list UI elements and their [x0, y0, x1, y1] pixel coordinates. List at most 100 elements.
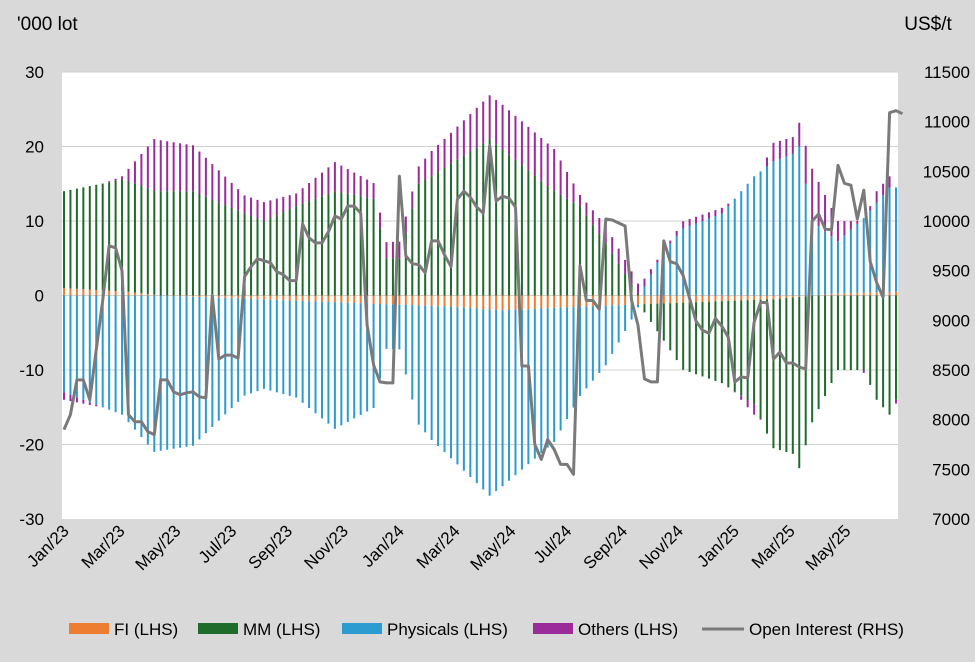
bar-physicals: [720, 213, 723, 296]
bar-physicals: [637, 304, 640, 308]
bar-mm: [353, 194, 356, 296]
bar-mm: [320, 196, 323, 296]
bar-fi: [643, 295, 646, 305]
bar-mm: [456, 159, 459, 296]
bar-fi: [669, 295, 672, 304]
bar-physicals: [108, 295, 111, 410]
bar-physicals: [282, 300, 285, 395]
bar-physicals: [462, 307, 465, 471]
bar-fi: [611, 295, 614, 306]
bar-fi: [82, 289, 85, 296]
bar-fi: [282, 295, 285, 301]
right-tick-label: 11500: [924, 63, 970, 82]
bar-mm: [262, 221, 265, 296]
bar-fi: [759, 295, 762, 300]
legend-item-mm[interactable]: MM (LHS): [198, 620, 320, 639]
bar-fi: [701, 295, 704, 302]
bar-physicals: [256, 299, 259, 392]
bar-others: [462, 120, 465, 156]
bar-others: [559, 160, 562, 195]
bar-physicals: [598, 305, 601, 373]
bar-mm: [230, 207, 233, 296]
bar-others: [288, 195, 291, 210]
bar-fi: [843, 293, 846, 296]
bar-fi: [482, 295, 485, 310]
bar-fi: [804, 295, 807, 297]
bar-physicals: [572, 306, 575, 408]
bar-fi: [791, 295, 794, 298]
bar-fi: [888, 291, 891, 296]
bar-physicals: [437, 306, 440, 447]
bar-physicals: [836, 241, 839, 294]
bar-fi: [95, 289, 98, 296]
legend-swatch-fi: [69, 623, 109, 634]
bar-mm: [191, 191, 194, 296]
right-tick-label: 10500: [923, 162, 970, 181]
bar-physicals: [301, 300, 304, 403]
bar-others: [888, 176, 891, 188]
bar-others: [643, 278, 646, 287]
bar-physicals: [275, 299, 278, 393]
right-axis-ticks: 7000 7500 8000 8500 9000 9500 10000 10500 11000 1…: [923, 63, 970, 529]
bar-fi: [785, 295, 788, 299]
bar-fi: [301, 295, 304, 301]
bar-others: [798, 122, 801, 147]
bar-mm: [559, 194, 562, 296]
bar-others: [404, 216, 407, 234]
bar-mm: [869, 295, 872, 385]
legend-item-others[interactable]: Others (LHS): [533, 620, 678, 639]
bar-physicals: [288, 300, 291, 396]
bar-physicals: [308, 301, 311, 408]
bar-physicals: [604, 305, 607, 366]
bar-others: [656, 259, 659, 263]
bar-mm: [585, 215, 588, 296]
bar-mm: [172, 191, 175, 296]
right-tick-label: 8500: [932, 361, 970, 380]
bar-mm: [604, 243, 607, 296]
bar-fi: [185, 295, 188, 297]
bar-mm: [766, 299, 769, 434]
bar-physicals: [250, 298, 253, 394]
bar-physicals: [785, 156, 788, 296]
x-tick-label: Jan/25: [693, 521, 743, 571]
left-tick-label: 20: [25, 138, 44, 157]
bar-others: [740, 395, 743, 400]
bar-physicals: [624, 304, 627, 332]
left-tick-label: 0: [35, 287, 44, 306]
bar-fi: [250, 295, 253, 299]
bar-mm: [82, 187, 85, 290]
bar-physicals: [617, 305, 620, 343]
bar-others: [566, 171, 569, 199]
bar-others: [179, 143, 182, 192]
bar-others: [314, 177, 317, 199]
bar-fi: [572, 295, 575, 307]
bar-mm: [211, 199, 214, 296]
bar-others: [527, 126, 530, 171]
bar-physicals: [146, 295, 149, 445]
bar-physicals: [669, 243, 672, 296]
bar-others: [817, 181, 820, 227]
bar-others: [508, 110, 511, 155]
bar-mm: [804, 296, 807, 446]
bar-physicals: [140, 295, 143, 438]
bar-fi: [443, 295, 446, 307]
bar-physicals: [121, 295, 124, 415]
bar-mm: [637, 294, 640, 296]
legend-item-fi[interactable]: FI (LHS): [69, 620, 178, 639]
bar-mm: [75, 188, 78, 289]
bar-others: [411, 191, 414, 209]
bar-mm: [237, 210, 240, 296]
bar-fi: [320, 295, 323, 302]
legend-item-open-interest[interactable]: Open Interest (RHS): [702, 620, 904, 639]
bar-fi: [778, 295, 781, 299]
bar-fi: [540, 295, 543, 309]
legend-item-physicals[interactable]: Physicals (LHS): [342, 620, 508, 639]
bar-mm: [398, 258, 401, 296]
bar-mm: [540, 180, 543, 296]
bar-mm: [701, 301, 704, 377]
bar-physicals: [417, 305, 420, 425]
left-tick-label: -30: [19, 510, 44, 529]
bar-fi: [662, 295, 665, 304]
right-tick-label: 7000: [932, 510, 970, 529]
bar-physicals: [179, 296, 182, 448]
